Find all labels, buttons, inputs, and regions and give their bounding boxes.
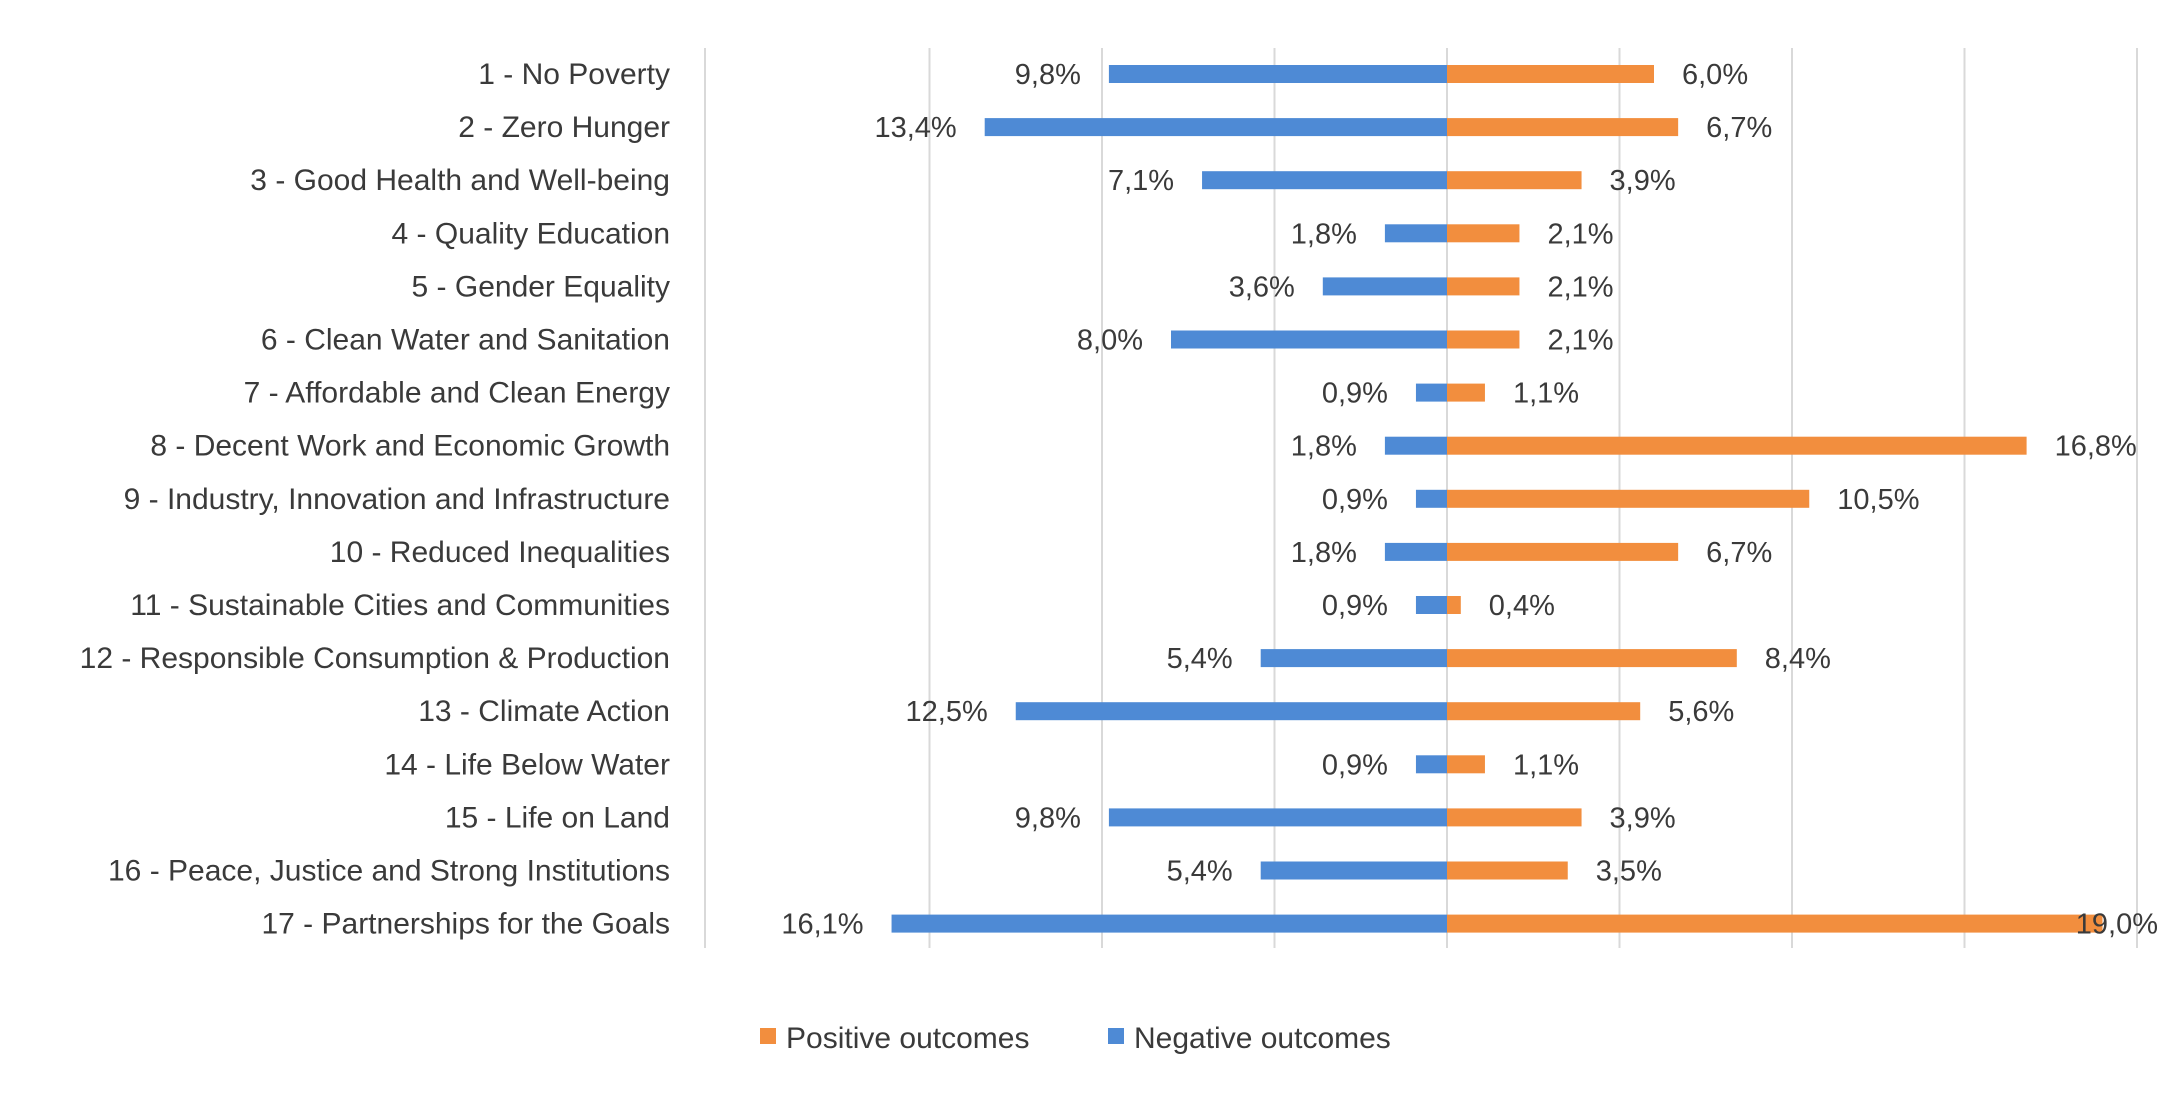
bar-positive bbox=[1447, 171, 1582, 190]
bar-positive bbox=[1447, 118, 1679, 137]
category-label: 5 - Gender Equality bbox=[412, 270, 670, 303]
bar-positive bbox=[1447, 914, 2103, 933]
data-label-positive: 16,8% bbox=[2055, 431, 2137, 463]
category-label: 9 - Industry, Innovation and Infrastruct… bbox=[124, 483, 670, 516]
data-label-negative: 7,1% bbox=[1108, 165, 1174, 197]
category-label: 2 - Zero Hunger bbox=[458, 111, 670, 144]
bar-negative bbox=[1322, 277, 1447, 296]
bar-positive bbox=[1447, 489, 1810, 508]
bar-negative bbox=[1415, 489, 1447, 508]
data-label-positive: 10,5% bbox=[1837, 484, 1919, 516]
data-label-positive: 6,0% bbox=[1682, 59, 1748, 91]
category-label: 15 - Life on Land bbox=[445, 801, 670, 834]
bar-positive bbox=[1447, 542, 1679, 561]
data-label-negative: 1,8% bbox=[1291, 431, 1357, 463]
bar-negative bbox=[891, 914, 1447, 933]
category-label: 17 - Partnerships for the Goals bbox=[261, 908, 670, 941]
bar-negative bbox=[1415, 755, 1447, 774]
data-label-positive: 6,7% bbox=[1706, 112, 1772, 144]
data-label-positive: 3,5% bbox=[1596, 856, 1662, 888]
bar-positive bbox=[1447, 702, 1641, 721]
data-label-negative: 5,4% bbox=[1167, 643, 1233, 675]
bar-negative bbox=[1415, 596, 1447, 614]
category-label: 11 - Sustainable Cities and Communities bbox=[130, 589, 670, 622]
data-label-positive: 0,4% bbox=[1489, 590, 1555, 622]
legend-label-negative: Negative outcomes bbox=[1134, 1022, 1391, 1055]
bar-negative bbox=[1384, 436, 1447, 455]
category-label: 16 - Peace, Justice and Strong Instituti… bbox=[108, 855, 670, 888]
bar-positive bbox=[1447, 755, 1485, 774]
bar-negative bbox=[1260, 649, 1447, 668]
data-label-negative: 3,6% bbox=[1229, 271, 1295, 303]
data-label-negative: 9,8% bbox=[1015, 59, 1081, 91]
data-label-negative: 16,1% bbox=[781, 909, 863, 941]
bar-positive bbox=[1447, 808, 1582, 827]
data-label-negative: 8,0% bbox=[1077, 325, 1143, 357]
category-label: 1 - No Poverty bbox=[478, 58, 670, 91]
data-label-negative: 13,4% bbox=[874, 112, 956, 144]
data-label-positive: 2,1% bbox=[1547, 325, 1613, 357]
bar-positive bbox=[1447, 330, 1520, 349]
data-label-positive: 3,9% bbox=[1610, 165, 1676, 197]
bar-positive bbox=[1447, 65, 1654, 83]
legend: Positive outcomes Negative outcomes bbox=[760, 1022, 1391, 1055]
category-label: 14 - Life Below Water bbox=[384, 748, 670, 781]
data-labels: 9,8% 6,0% 13,4% 6,7% 7,1% 3,9% 1,8% 2,1% 3,6% 2,1… bbox=[781, 59, 2158, 941]
bar-positive bbox=[1447, 383, 1485, 402]
data-label-positive: 8,4% bbox=[1765, 643, 1831, 675]
data-label-positive: 2,1% bbox=[1547, 271, 1613, 303]
bar-negative bbox=[984, 118, 1447, 137]
bar-negative bbox=[1415, 383, 1447, 402]
bar-negative bbox=[1260, 861, 1447, 880]
bar-positive bbox=[1447, 224, 1520, 243]
data-label-negative: 5,4% bbox=[1167, 856, 1233, 888]
bar-positive bbox=[1447, 277, 1520, 296]
bar-positive bbox=[1447, 649, 1737, 668]
data-label-positive: 6,7% bbox=[1706, 537, 1772, 569]
category-label: 8 - Decent Work and Economic Growth bbox=[150, 430, 670, 463]
data-label-positive: 2,1% bbox=[1547, 218, 1613, 250]
legend-label-positive: Positive outcomes bbox=[786, 1022, 1029, 1055]
category-label: 12 - Responsible Consumption & Productio… bbox=[80, 642, 670, 675]
category-label: 3 - Good Health and Well-being bbox=[250, 164, 670, 197]
bar-negative bbox=[1108, 65, 1447, 83]
bar-negative bbox=[1015, 702, 1447, 721]
bar-negative bbox=[1202, 171, 1447, 190]
bar-positive bbox=[1447, 861, 1568, 880]
category-label: 13 - Climate Action bbox=[418, 695, 670, 728]
data-label-negative: 0,9% bbox=[1322, 749, 1388, 781]
bar-negative bbox=[1384, 224, 1447, 243]
data-label-positive: 19,0% bbox=[2076, 909, 2158, 941]
data-label-negative: 0,9% bbox=[1322, 378, 1388, 410]
bars bbox=[891, 65, 2103, 933]
bar-negative bbox=[1171, 330, 1447, 349]
data-label-negative: 0,9% bbox=[1322, 484, 1388, 516]
category-label: 10 - Reduced Inequalities bbox=[330, 536, 670, 569]
category-labels: 1 - No Poverty 2 - Zero Hunger 3 - Good He… bbox=[80, 58, 670, 941]
category-label: 7 - Affordable and Clean Energy bbox=[244, 377, 670, 410]
category-label: 6 - Clean Water and Sanitation bbox=[261, 324, 670, 357]
bar-positive bbox=[1447, 436, 2027, 455]
category-label: 4 - Quality Education bbox=[392, 217, 670, 250]
bar-positive bbox=[1447, 596, 1461, 614]
bar-negative bbox=[1108, 808, 1447, 827]
data-label-negative: 0,9% bbox=[1322, 590, 1388, 622]
legend-swatch-positive bbox=[760, 1028, 776, 1044]
bar-negative bbox=[1384, 542, 1447, 561]
data-label-negative: 1,8% bbox=[1291, 218, 1357, 250]
data-label-positive: 1,1% bbox=[1513, 749, 1579, 781]
data-label-positive: 5,6% bbox=[1668, 696, 1734, 728]
data-label-positive: 1,1% bbox=[1513, 378, 1579, 410]
legend-swatch-negative bbox=[1108, 1028, 1124, 1044]
data-label-negative: 12,5% bbox=[906, 696, 988, 728]
data-label-positive: 3,9% bbox=[1610, 802, 1676, 834]
data-label-negative: 9,8% bbox=[1015, 802, 1081, 834]
data-label-negative: 1,8% bbox=[1291, 537, 1357, 569]
